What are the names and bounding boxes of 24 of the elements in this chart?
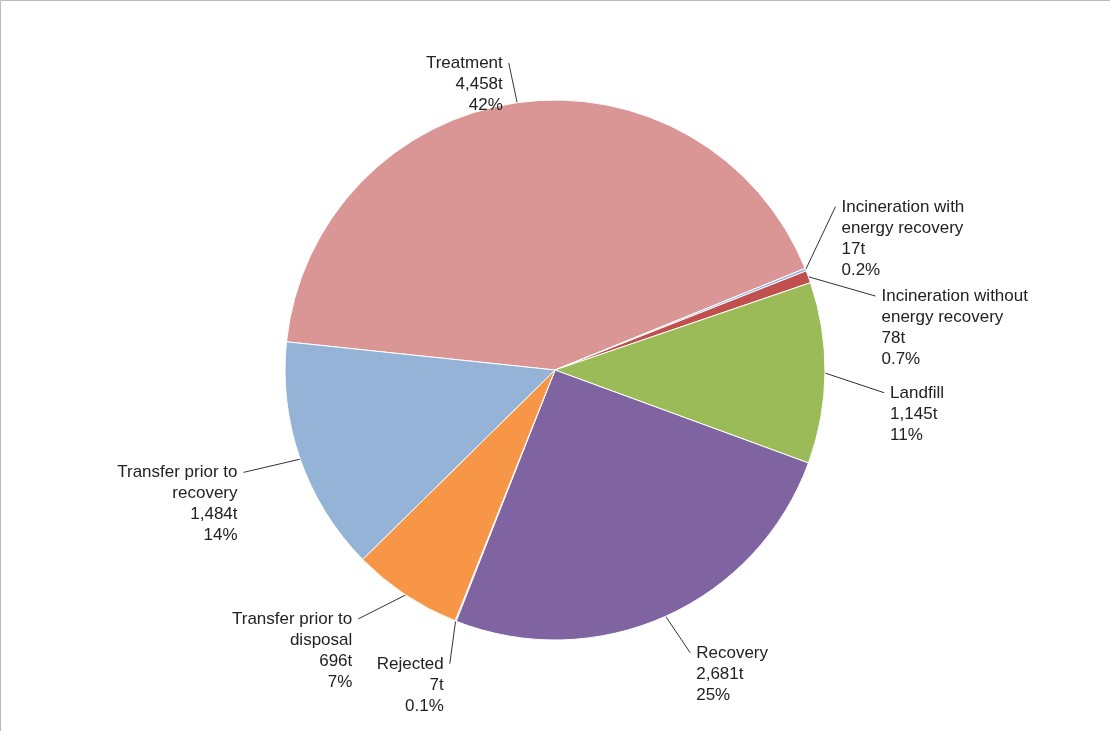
slice-label: Incineration with energy recovery [841, 196, 965, 237]
text: 14% [203, 525, 238, 545]
slice-label: Rejected [376, 653, 444, 673]
text: 11% [890, 424, 923, 444]
data-label: 17t [841, 238, 866, 258]
slice-label: Transfer prior to disposal [231, 608, 353, 649]
text: 0.7% [881, 349, 921, 369]
text: 42% [468, 95, 503, 115]
text: 7% [327, 671, 353, 691]
slice-label: Landfill [890, 382, 944, 402]
text: 0.2% [841, 259, 881, 279]
data-label: 1,145t [890, 403, 938, 423]
text: 25% [696, 684, 731, 704]
data-label: 4,458t [455, 74, 504, 94]
slice-label: Incineration without energy recovery [881, 286, 1029, 327]
data-label: 78t [881, 328, 906, 348]
data-label: 1,484t [190, 504, 238, 524]
data-label: 696t [319, 650, 353, 670]
slice-label: Transfer prior to recovery [117, 462, 239, 503]
slice-label: Treatment [425, 53, 504, 73]
slice-label: Recovery [696, 642, 769, 662]
data-label: 2,681t [696, 663, 744, 683]
data-label: 7t [429, 674, 445, 694]
text: 0.1% [405, 695, 444, 715]
